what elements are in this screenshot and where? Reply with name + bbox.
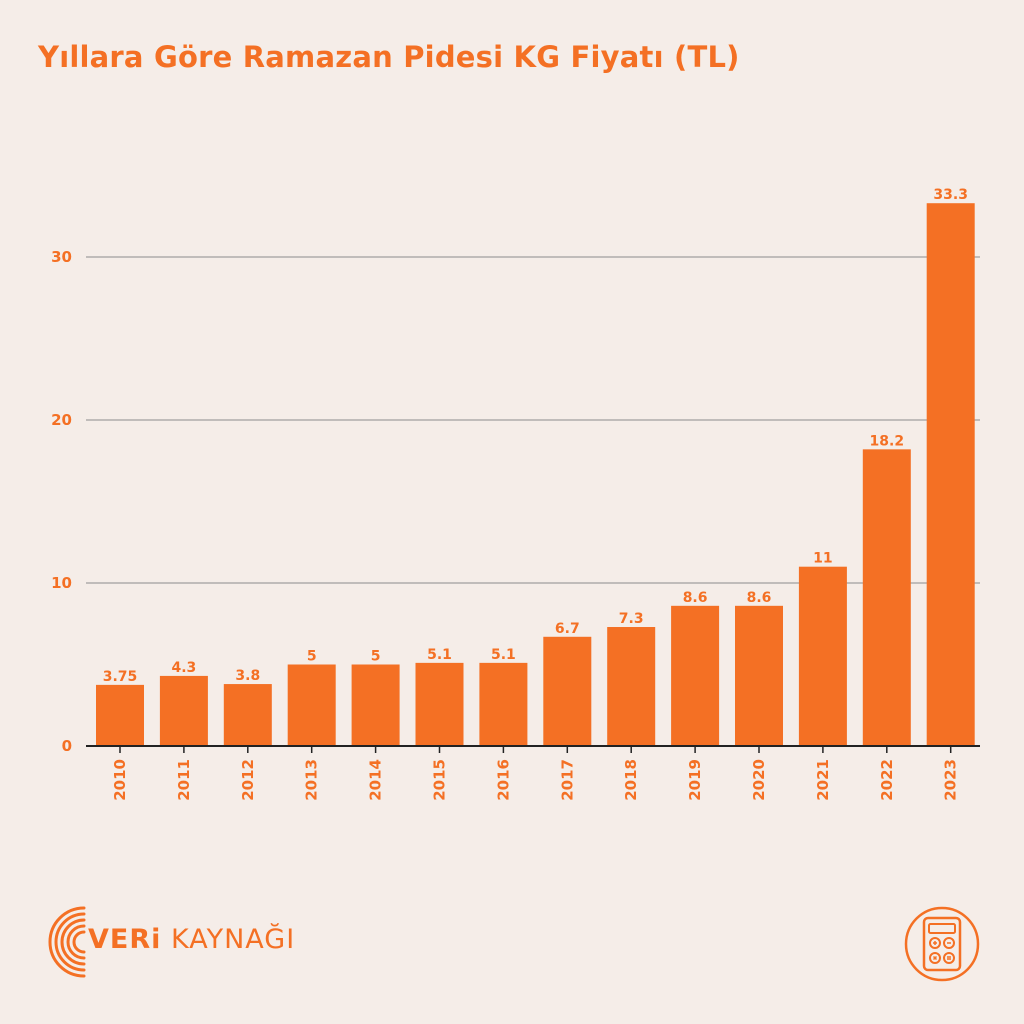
bar-2020 (735, 605, 783, 746)
bar-2017 (543, 636, 592, 746)
x-tick-label: 2014 (367, 759, 385, 801)
bar-value-label: 5 (307, 649, 317, 665)
concentric-arc-logo-icon (48, 906, 86, 978)
bar-value-label: 8.6 (683, 590, 708, 606)
bar-2014 (351, 664, 400, 746)
bar-2013 (287, 664, 336, 746)
calculator-icon (904, 906, 980, 982)
y-tick-label: 30 (51, 248, 72, 266)
bar-2012 (223, 684, 272, 746)
bar-value-label: 33.3 (933, 187, 968, 203)
bar-value-label: 5.1 (491, 647, 516, 663)
bar-value-labels: 3.75 4.3 3.8 5 5 5.1 5.1 6.7 7.3 8.6 8.6 11 18.2 33.3 (103, 187, 968, 685)
brand-logo: VERi KAYNAĞI (44, 902, 304, 982)
x-tick-label: 2018 (622, 759, 640, 801)
bar-2010 (96, 684, 144, 746)
bar-value-label: 3.8 (235, 668, 260, 684)
x-tick-label: 2011 (175, 759, 193, 801)
x-tick-label: 2010 (111, 759, 129, 801)
bar-value-label: 5.1 (427, 647, 452, 663)
bar-2015 (415, 662, 464, 746)
bar-value-label: 6.7 (555, 621, 580, 637)
bar-2022 (862, 449, 911, 746)
x-tick-label: 2013 (303, 759, 321, 801)
x-tick-label: 2015 (431, 759, 449, 801)
bar-2023 (926, 203, 975, 746)
x-tick-label: 2016 (494, 759, 512, 801)
x-tick-label: 2021 (814, 759, 832, 801)
y-tick-label: 20 (51, 411, 72, 429)
bar-2011 (159, 675, 208, 746)
y-tick-label: 10 (51, 574, 72, 592)
x-tick-label: 2022 (878, 759, 896, 801)
bar-value-label: 4.3 (171, 660, 196, 676)
bar-2019 (671, 605, 720, 746)
x-tick-label: 2012 (239, 759, 257, 801)
bar-2018 (607, 627, 656, 746)
y-tick-labels: 0 10 20 30 (51, 248, 72, 755)
x-tick-label: 2020 (750, 759, 768, 801)
x-tick-label: 2017 (558, 759, 576, 801)
bar-value-label: 3.75 (103, 669, 138, 685)
y-tick-label: 0 (62, 737, 72, 755)
chart-title: Yıllara Göre Ramazan Pidesi KG Fiyatı (T… (38, 40, 740, 74)
brand-name-part1: VERi (88, 924, 162, 955)
bars (96, 203, 975, 746)
brand-name: VERi KAYNAĞI (88, 924, 295, 955)
x-tick-label: 2023 (942, 759, 960, 801)
brand-name-part2: KAYNAĞI (170, 924, 296, 955)
bar-value-label: 7.3 (619, 611, 644, 627)
x-tick-labels: 2010 2011 2012 2013 2014 2015 2016 2017 2018 2019… (111, 746, 960, 801)
gridlines (86, 256, 980, 584)
bar-value-label: 5 (371, 649, 381, 665)
bar-value-label: 11 (813, 551, 832, 567)
bar-2021 (798, 566, 847, 746)
x-tick-label: 2019 (686, 759, 704, 801)
bar-value-label: 8.6 (747, 590, 772, 606)
bar-value-label: 18.2 (870, 433, 905, 449)
bar-2016 (479, 662, 528, 746)
